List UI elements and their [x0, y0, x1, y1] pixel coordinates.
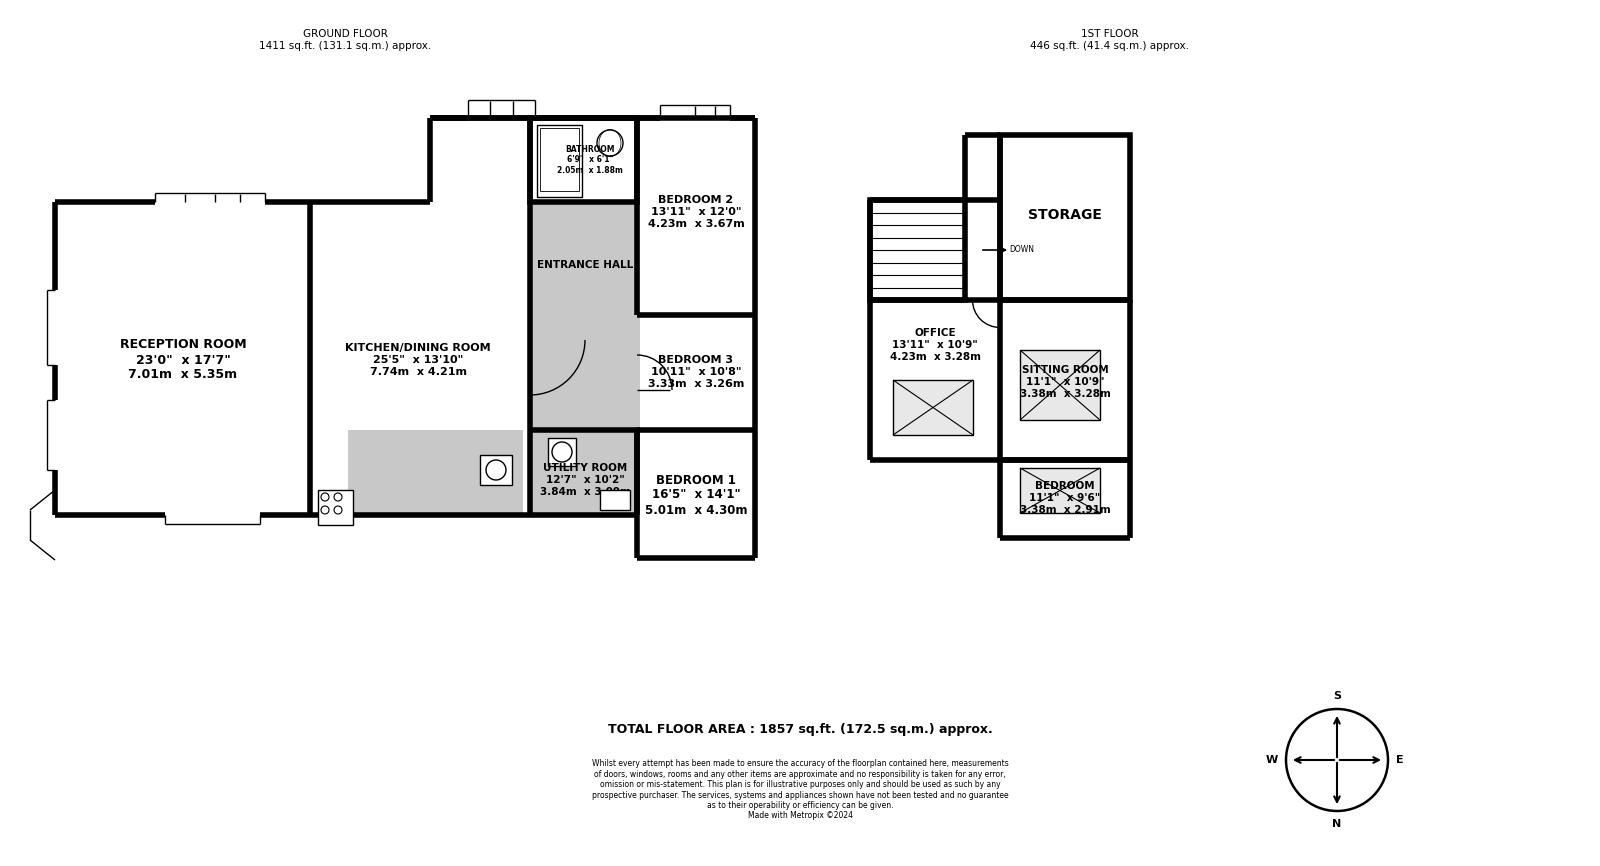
Bar	[480, 455, 512, 485]
Text: BATHROOM
6'9"  x 6'1"
2.05m  x 1.88m: BATHROOM 6'9" x 6'1" 2.05m x 1.88m	[557, 145, 622, 175]
Text: N: N	[1333, 819, 1342, 829]
Bar	[530, 118, 637, 202]
Text: BEDROOM 2
13'11"  x 12'0"
4.23m  x 3.67m: BEDROOM 2 13'11" x 12'0" 4.23m x 3.67m	[648, 196, 744, 229]
Text: OFFICE
13'11"  x 10'9"
4.23m  x 3.28m: OFFICE 13'11" x 10'9" 4.23m x 3.28m	[890, 328, 981, 362]
Text: DOWN: DOWN	[1010, 245, 1035, 255]
Bar	[893, 380, 973, 435]
Text: GROUND FLOOR
1411 sq.ft. (131.1 sq.m.) approx.: GROUND FLOOR 1411 sq.ft. (131.1 sq.m.) a…	[259, 29, 430, 51]
Text: TOTAL FLOOR AREA : 1857 sq.ft. (172.5 sq.m.) approx.: TOTAL FLOOR AREA : 1857 sq.ft. (172.5 sq…	[608, 723, 992, 736]
Text: W: W	[1266, 755, 1278, 765]
Bar	[600, 490, 630, 510]
Bar	[1021, 350, 1101, 420]
Text: S: S	[1333, 691, 1341, 701]
Text: BEDROOM 1
16'5"  x 14'1"
5.01m  x 4.30m: BEDROOM 1 16'5" x 14'1" 5.01m x 4.30m	[645, 474, 747, 516]
Text: RECEPTION ROOM
23'0"  x 17'7"
7.01m  x 5.35m: RECEPTION ROOM 23'0" x 17'7" 7.01m x 5.3…	[120, 339, 246, 382]
Bar	[530, 202, 640, 515]
Bar	[530, 430, 565, 515]
Text: E: E	[1395, 755, 1403, 765]
Bar	[530, 498, 637, 515]
Bar	[538, 125, 582, 197]
Bar	[349, 430, 523, 515]
Text: KITCHEN/DINING ROOM
25'5"  x 13'10"
7.74m  x 4.21m: KITCHEN/DINING ROOM 25'5" x 13'10" 7.74m…	[346, 344, 491, 377]
Bar	[547, 438, 576, 466]
Bar	[318, 490, 354, 525]
Bar	[870, 200, 965, 300]
Text: BEDROOM 3
10'11"  x 10'8"
3.33m  x 3.26m: BEDROOM 3 10'11" x 10'8" 3.33m x 3.26m	[648, 355, 744, 389]
Text: BEDROOM
11'1"  x 9'6"
3.38m  x 2.91m: BEDROOM 11'1" x 9'6" 3.38m x 2.91m	[1019, 481, 1110, 514]
Bar	[1000, 135, 1130, 300]
Text: Whilst every attempt has been made to ensure the accuracy of the floorplan conta: Whilst every attempt has been made to en…	[592, 759, 1008, 820]
Text: SITTING ROOM
11'1"  x 10'9"
3.38m  x 3.28m: SITTING ROOM 11'1" x 10'9" 3.38m x 3.28m	[1019, 365, 1110, 398]
Text: UTILITY ROOM
12'7"  x 10'2"
3.84m  x 3.09m: UTILITY ROOM 12'7" x 10'2" 3.84m x 3.09m	[539, 463, 630, 496]
Text: STORAGE: STORAGE	[1029, 208, 1102, 222]
Bar	[1021, 468, 1101, 513]
Text: ENTRANCE HALL: ENTRANCE HALL	[538, 260, 634, 270]
Bar	[541, 128, 579, 191]
Text: 1ST FLOOR
446 sq.ft. (41.4 sq.m.) approx.: 1ST FLOOR 446 sq.ft. (41.4 sq.m.) approx…	[1030, 29, 1189, 51]
